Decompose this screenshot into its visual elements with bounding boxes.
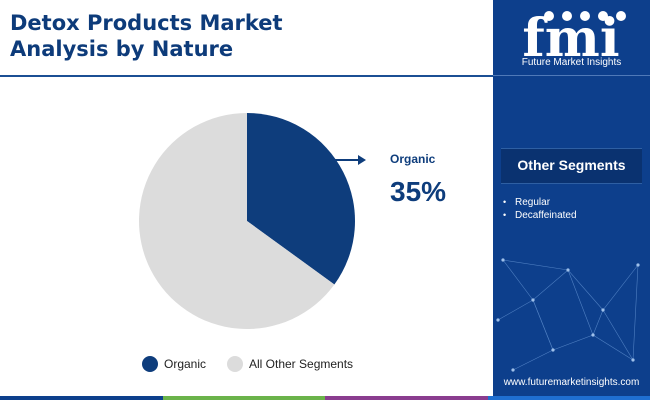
bottom-bar-segment bbox=[487, 396, 650, 400]
segment-item-decaffeinated: Decaffeinated bbox=[501, 209, 577, 222]
logo-dot-icon bbox=[598, 11, 608, 21]
other-segments-list: Regular Decaffeinated bbox=[501, 196, 577, 222]
website-url: www.futuremarketinsights.com bbox=[503, 377, 640, 388]
segment-item-regular: Regular bbox=[501, 196, 577, 209]
other-segments-title: Other Segments bbox=[517, 157, 626, 173]
legend-label-organic: Organic bbox=[164, 357, 206, 371]
network-graphic bbox=[496, 258, 640, 372]
logo-dot-icon bbox=[544, 11, 554, 21]
callout-arrowhead-icon bbox=[358, 155, 366, 165]
page-title: Detox Products Market Analysis by Nature bbox=[10, 10, 283, 62]
title-line-2: Analysis by Nature bbox=[10, 37, 234, 61]
other-segments-header: Other Segments bbox=[501, 148, 642, 184]
title-divider bbox=[0, 75, 493, 77]
callout-value: 35% bbox=[390, 176, 446, 207]
pie-chart: Organic 35% Organic All Other Segments bbox=[138, 113, 446, 372]
panel-divider bbox=[493, 75, 650, 76]
title-line-1: Detox Products Market bbox=[10, 11, 283, 35]
legend-swatch-all-other-segments bbox=[227, 356, 243, 372]
legend-label-all-other-segments: All Other Segments bbox=[249, 357, 353, 371]
pie-slice-organic bbox=[247, 113, 355, 285]
logo-dot-icon bbox=[562, 11, 572, 21]
legend-swatch-organic bbox=[142, 356, 158, 372]
bottom-bar-segment bbox=[325, 396, 488, 400]
logo-dot-icon bbox=[580, 11, 590, 21]
bottom-bar-segment bbox=[0, 396, 163, 400]
brand-name: Future Market Insights bbox=[521, 57, 622, 68]
callout-label: Organic bbox=[390, 152, 436, 166]
pie-slice-all-other-segments bbox=[138, 113, 335, 329]
logo-dot-icon bbox=[616, 11, 626, 21]
fmi-logo: fmi bbox=[522, 8, 626, 69]
bottom-bar-segment bbox=[162, 396, 325, 400]
brand-panel: fmi Future Market Insights Other Segment… bbox=[493, 0, 650, 400]
